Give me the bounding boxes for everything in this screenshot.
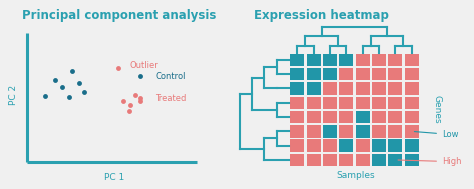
Bar [291,125,304,138]
Bar [291,68,304,81]
Text: PC 2: PC 2 [9,84,18,105]
Bar [372,111,386,123]
Bar [307,54,320,66]
Text: Expression heatmap: Expression heatmap [254,9,389,22]
Bar [405,111,419,123]
Bar [323,154,337,166]
Bar [339,82,353,95]
Bar [405,68,419,81]
Bar [307,139,320,152]
Bar [356,139,370,152]
Text: Genes: Genes [432,95,441,123]
Bar [323,111,337,123]
Bar [405,139,419,152]
Text: Control: Control [155,72,186,81]
Bar [339,154,353,166]
Bar [356,111,370,123]
Bar [339,139,353,152]
Bar [291,54,304,66]
Bar [323,97,337,109]
Bar [356,68,370,81]
Bar [356,154,370,166]
Bar [307,68,320,81]
Bar [339,68,353,81]
Bar [405,125,419,138]
Text: Outlier: Outlier [129,61,158,70]
Bar [307,111,320,123]
Bar [372,139,386,152]
Bar [291,139,304,152]
Bar [323,54,337,66]
Bar [388,139,402,152]
Bar [291,97,304,109]
Bar [372,154,386,166]
Bar [372,125,386,138]
Bar [323,125,337,138]
Bar [388,54,402,66]
Bar [323,68,337,81]
Bar [388,82,402,95]
Bar [405,97,419,109]
Bar [405,82,419,95]
Bar [388,154,402,166]
Bar [307,82,320,95]
Bar [307,97,320,109]
Bar [356,97,370,109]
Text: Low: Low [414,130,458,139]
Bar [372,68,386,81]
Bar [388,111,402,123]
Bar [372,54,386,66]
Bar [372,97,386,109]
Text: Treated: Treated [155,94,187,103]
Bar [405,54,419,66]
Bar [388,68,402,81]
Bar [388,125,402,138]
Text: PC 1: PC 1 [104,173,124,182]
Bar [323,82,337,95]
Bar [356,125,370,138]
Bar [291,82,304,95]
Bar [323,139,337,152]
Bar [339,111,353,123]
Text: Samples: Samples [337,171,375,180]
Bar [339,125,353,138]
Bar [339,54,353,66]
Bar [291,111,304,123]
Bar [291,154,304,166]
Bar [372,82,386,95]
Text: Principal component analysis: Principal component analysis [22,9,217,22]
Text: High: High [398,157,462,166]
Bar [405,154,419,166]
Bar [339,97,353,109]
Bar [307,154,320,166]
Bar [356,54,370,66]
Bar [356,82,370,95]
Bar [307,125,320,138]
Bar [388,97,402,109]
